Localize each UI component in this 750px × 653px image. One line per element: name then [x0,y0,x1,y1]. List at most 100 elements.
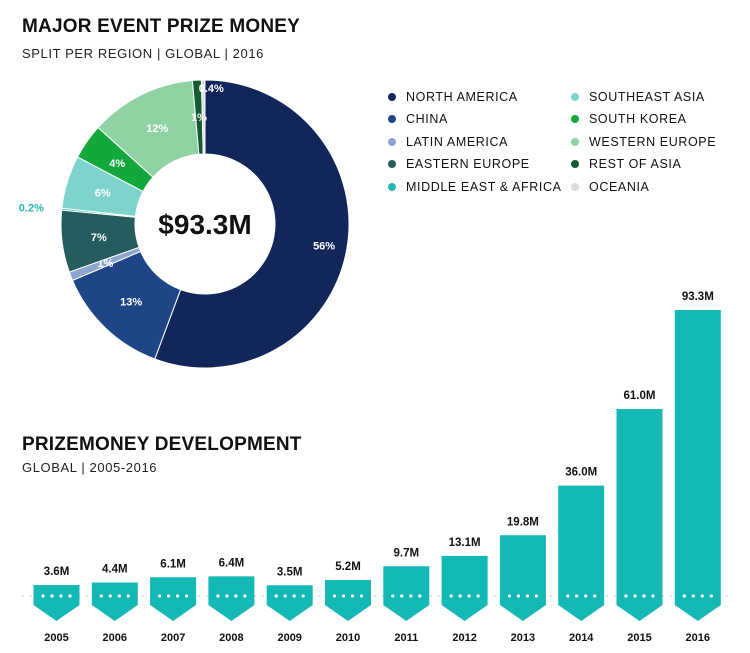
bar-value-label: 6.1M [160,558,186,570]
bar-value-label: 6.4M [219,557,245,569]
bar-dot [458,594,462,598]
bar-2006 [91,582,138,621]
bar-value-label: 93.3M [682,291,714,303]
pie-slice-label: 4% [109,158,125,170]
bar-chart-title: PRIZEMONEY DEVELOPMENT [22,434,302,455]
bar-dot [41,594,45,598]
donut-chart: 56%13%1%7%0.2%6%4%12%1%0.4%$93.3M [19,79,350,369]
bar-value-label: 61.0M [624,390,656,402]
bar-dot [50,594,54,598]
legend-label: OCEANIA [589,179,650,194]
legend-swatch [571,115,579,124]
bar-dot [467,594,471,598]
legend-label: REST OF ASIA [589,157,682,172]
bar-dot [274,594,278,598]
legend-label: NORTH AMERICA [406,90,518,104]
bar-dot [283,594,287,598]
bar-value-label: 19.8M [507,516,539,528]
bar-2010 [325,580,371,621]
pie-slice-label: 56% [313,240,335,252]
bar-dot [476,594,480,598]
bar-dot [292,594,296,598]
legend-swatch [388,93,396,101]
legend-item: REST OF ASIA [571,157,681,171]
legend-label: CHINA [406,112,448,127]
legend-swatch [571,160,579,169]
legend-item: SOUTHEAST ASIA [571,90,705,104]
legend-label: SOUTHEAST ASIA [589,90,705,104]
legend-swatch [571,137,579,146]
pie-slice-label: 6% [95,188,111,200]
bar-dot [176,594,180,598]
legend-item: MIDDLE EAST & AFRICA [388,180,562,194]
bar-dot [400,594,404,598]
x-tick-label: 2016 [686,632,710,644]
bar-value-label: 3.6M [44,566,70,578]
pie-slice-label: 13% [120,296,142,308]
bar-2015 [616,409,663,621]
bar-dot [709,594,713,598]
legend-label: EASTERN EUROPE [406,157,530,172]
bar-dot [117,594,121,598]
bar-dot [700,594,704,598]
bar-dot [584,594,588,598]
bar-value-label: 13.1M [449,537,481,549]
x-tick-label: 2015 [627,632,651,644]
bar-2012 [441,555,488,621]
bar-dot [68,594,72,598]
pie-chart-subtitle: SPLIT PER REGION | GLOBAL | 2016 [22,46,264,61]
bar-dot [409,594,413,598]
bar-value-label: 9.7M [394,547,420,559]
bar-dot [108,594,112,598]
x-tick-label: 2007 [161,632,185,644]
legend-label: SOUTH KOREA [589,112,687,127]
legend-item: SOUTH KOREA [571,112,687,126]
bar-dot [185,594,189,598]
bar-value-label: 4.4M [102,564,128,576]
legend-item: EASTERN EUROPE [388,157,530,171]
bar-dot [575,594,579,598]
bar-dot [99,594,103,598]
x-tick-label: 2013 [511,632,535,644]
legend-label: LATIN AMERICA [406,134,509,149]
bar-dot [341,594,346,598]
x-tick-label: 2009 [277,632,301,644]
bar-dot [593,594,597,598]
x-tick-label: 2014 [569,632,594,644]
bar-dot [651,594,655,598]
legend-item: OCEANIA [571,180,649,194]
bar-dot [418,594,422,598]
legend-swatch [571,93,579,101]
pie-slice-oceania [200,79,206,155]
bar-2008 [208,576,255,621]
bar-dot [126,594,130,598]
bar-dot [682,594,686,598]
x-tick-label: 2005 [44,632,68,644]
legend-item: WESTERN EUROPE [571,135,716,149]
pie-slice-label: 0.2% [19,203,44,215]
x-tick-label: 2011 [394,632,418,644]
pie-slice-north-america [154,79,350,369]
bar-2011 [383,566,430,621]
legend-swatch [388,160,396,169]
bar-dot [350,594,355,598]
bar-dot [624,594,628,598]
bar-value-label: 36.0M [565,467,597,479]
bar-dot [216,594,220,598]
bar-2009 [266,585,313,621]
bar-dot [525,594,530,598]
bar-dot [516,594,521,598]
bar-dot [332,594,337,598]
legend-item: NORTH AMERICA [388,90,518,104]
x-tick-label: 2008 [219,632,243,644]
bar-dot [391,594,395,598]
bar-dot [642,594,646,598]
bar-dot [243,594,247,598]
legend-item: CHINA [388,112,448,126]
bar-2016 [674,310,721,621]
bar-dot [633,594,637,598]
pie-slice-label: 0.4% [199,83,224,95]
legend-swatch [571,182,579,191]
bar-2007 [150,577,197,621]
bar-dot [507,594,511,598]
